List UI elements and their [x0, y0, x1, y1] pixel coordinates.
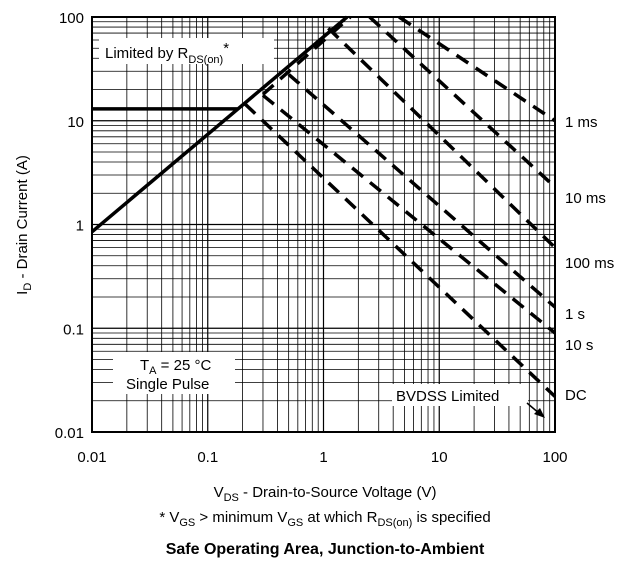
chart-title: Safe Operating Area, Junction-to-Ambient	[166, 541, 485, 558]
curve-10-s-7	[261, 93, 557, 335]
bvdss-arrow-head	[534, 408, 545, 418]
x-tick-label: 0.1	[197, 449, 218, 466]
curve-label-1s: 1 s	[565, 306, 585, 323]
tick-labels: 0.01 0.1 1 10 100 0.01 0.1 1 10 100	[55, 10, 568, 466]
rds-limit-annotation: Limited by RDS(on)*	[99, 38, 274, 66]
curve-label-dc: DC	[565, 387, 587, 404]
conditions-annotation: TA = 25 °C Single Pulse	[113, 352, 235, 394]
x-tick-label: 100	[542, 449, 567, 466]
curve-dc-8	[243, 102, 557, 398]
curve-label-10s: 10 s	[565, 337, 593, 354]
curve-label-1ms: 1 ms	[565, 114, 598, 131]
curve-label-10ms: 10 ms	[565, 190, 606, 207]
x-tick-label: 10	[431, 449, 448, 466]
y-tick-label: 10	[67, 114, 84, 131]
footnote: * VGS > minimum VGS at which RDS(on) is …	[159, 509, 490, 529]
rds-limit-label: Limited by RDS(on)*	[105, 40, 229, 66]
y-tick-label: 100	[59, 10, 84, 27]
curve-100-ms-5	[327, 26, 557, 249]
curve-1-ms-2	[261, 15, 352, 96]
y-tick-label: 0.1	[63, 321, 84, 338]
bvdss-annotation: BVDSS Limited	[392, 384, 545, 418]
curve-1-ms-3	[398, 15, 556, 123]
curve-limited-by-rds-on--0	[90, 15, 349, 234]
y-tick-label: 1	[76, 218, 84, 235]
curve-1-s-6	[287, 73, 557, 309]
x-tick-label: 1	[319, 449, 327, 466]
curve-series	[90, 15, 557, 398]
curve-label-100ms: 100 ms	[565, 255, 614, 272]
curve-labels: 1 ms 10 ms 100 ms 1 s 10 s DC	[565, 114, 614, 404]
bvdss-label: BVDSS Limited	[396, 388, 499, 405]
ta-label: TA = 25 °C	[140, 357, 211, 377]
plot-frame	[91, 16, 556, 433]
single-pulse-label: Single Pulse	[126, 376, 209, 393]
y-axis-label: ID - Drain Current (A)	[14, 155, 34, 295]
x-axis-label: VDS - Drain-to-Source Voltage (V)	[214, 484, 437, 504]
x-tick-label: 0.01	[77, 449, 106, 466]
curve-10-ms-4	[368, 15, 557, 189]
y-tick-label: 0.01	[55, 425, 84, 442]
